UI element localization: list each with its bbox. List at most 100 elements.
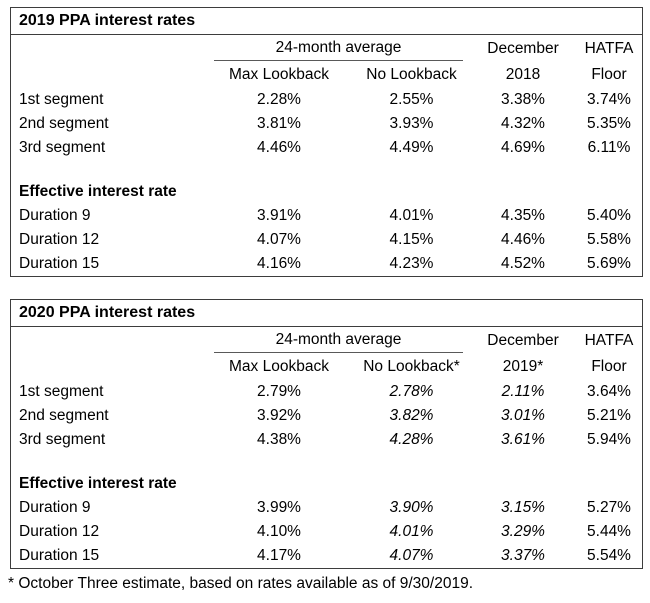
section-header-effective-interest-rate: Effective interest rate: [19, 475, 177, 492]
row-label: Duration 12: [19, 231, 100, 248]
rate-cell-estimate: 4.28%: [389, 431, 434, 448]
column-header-max-lookback: Max Lookback: [229, 65, 329, 83]
row-label: Duration 12: [19, 523, 100, 540]
rate-cell: 4.01%: [389, 207, 434, 224]
rate-cell: 4.15%: [389, 231, 434, 248]
column-header-hatfa: HATFA: [584, 40, 634, 57]
column-header-max-lookback: Max Lookback: [229, 357, 329, 375]
rate-cell: 5.21%: [587, 407, 631, 424]
rate-cell-estimate: 3.15%: [501, 499, 545, 516]
rate-cell: 4.07%: [257, 231, 301, 248]
table-row-3rd-segment: 3rd segment 4.46% 4.49% 4.69% 6.11%: [11, 136, 641, 160]
table-row-1st-segment: 1st segment 2.79% 2.78% 2.11% 3.64%: [11, 380, 641, 404]
header-row-group: 24-month average December HATFA: [11, 327, 641, 353]
rate-cell: 4.69%: [501, 139, 545, 156]
ppa-2019-table: 2019 PPA interest rates 24-month average…: [10, 7, 643, 277]
rate-cell-estimate: 3.82%: [389, 407, 434, 424]
rate-cell: 5.27%: [587, 499, 631, 516]
rate-cell: 5.69%: [587, 255, 631, 272]
table-row-2nd-segment: 2nd segment 3.81% 3.93% 4.32% 5.35%: [11, 112, 641, 136]
row-label: 2nd segment: [19, 407, 109, 424]
table-row-1st-segment: 1st segment 2.28% 2.55% 3.38% 3.74%: [11, 88, 641, 112]
section-header-row: Effective interest rate: [11, 180, 641, 204]
rate-cell: 5.40%: [587, 207, 631, 224]
rate-cell: 3.92%: [257, 407, 301, 424]
rate-cell: 3.91%: [257, 207, 301, 224]
rate-cell-estimate: 3.29%: [501, 523, 545, 540]
rate-cell: 4.10%: [257, 523, 301, 540]
rate-cell: 3.38%: [501, 91, 545, 108]
column-header-december: December: [487, 40, 559, 57]
rate-cell: 4.46%: [257, 139, 301, 156]
table-row-2nd-segment: 2nd segment 3.92% 3.82% 3.01% 5.21%: [11, 404, 641, 428]
header-row-sub: Max Lookback No Lookback* 2019* Floor: [11, 353, 641, 380]
column-header-december: December: [487, 332, 559, 349]
rate-cell-estimate: 2.11%: [501, 383, 545, 400]
empty-cell: [11, 160, 641, 180]
column-header-no-lookback: No Lookback: [366, 65, 457, 83]
group-header-cell: 24-month average: [204, 327, 469, 353]
rate-cell: 2.28%: [257, 91, 301, 108]
table-row-duration-15: Duration 15 4.16% 4.23% 4.52% 5.69%: [11, 252, 641, 276]
rate-cell: 4.23%: [389, 255, 434, 272]
rate-cell: 4.46%: [501, 231, 545, 248]
spacer-row: [11, 452, 641, 472]
rate-cell: 5.44%: [587, 523, 631, 540]
ppa-2020-table: 2020 PPA interest rates 24-month average…: [10, 299, 643, 569]
column-header-hatfa-floor: Floor: [591, 357, 627, 375]
table-row-duration-12: Duration 12 4.10% 4.01% 3.29% 5.44%: [11, 520, 641, 544]
rate-cell-estimate: 3.01%: [501, 407, 545, 424]
empty-cell: [11, 35, 204, 61]
rate-cell: 3.64%: [587, 383, 631, 400]
row-label: 3rd segment: [19, 139, 106, 156]
rate-cell: 4.49%: [389, 139, 434, 156]
rate-cell-estimate: 4.07%: [389, 547, 434, 564]
rate-cell: 5.58%: [587, 231, 631, 248]
table-title-2020: 2020 PPA interest rates: [11, 300, 642, 327]
rate-cell: 4.35%: [501, 207, 545, 224]
row-label: Duration 15: [19, 547, 100, 564]
rate-cell-estimate: 4.01%: [389, 523, 434, 540]
rate-cell: 5.35%: [587, 115, 631, 132]
rate-cell: 5.94%: [587, 431, 631, 448]
column-header-hatfa-floor: Floor: [591, 65, 627, 83]
rate-cell: 5.54%: [587, 547, 631, 564]
row-label: 1st segment: [19, 91, 104, 108]
column-header-no-lookback: No Lookback*: [363, 357, 460, 375]
rates-table-2020: 24-month average December HATFA Max Look…: [11, 327, 641, 568]
footnote: * October Three estimate, based on rates…: [8, 575, 473, 592]
empty-cell: [11, 452, 641, 472]
rate-cell: 3.74%: [587, 91, 631, 108]
header-row-sub: Max Lookback No Lookback 2018 Floor: [11, 61, 641, 88]
rate-cell-estimate: 2.78%: [389, 383, 434, 400]
rate-cell: 3.81%: [257, 115, 301, 132]
empty-cell: [11, 353, 204, 380]
row-label: 1st segment: [19, 383, 104, 400]
section-header-effective-interest-rate: Effective interest rate: [19, 183, 177, 200]
table-row-duration-15: Duration 15 4.17% 4.07% 3.37% 5.54%: [11, 544, 641, 568]
rate-cell-estimate: 3.37%: [501, 547, 545, 564]
rate-cell: 3.99%: [257, 499, 301, 516]
rate-cell: 2.79%: [257, 383, 301, 400]
header-row-group: 24-month average December HATFA: [11, 35, 641, 61]
row-label: 2nd segment: [19, 115, 109, 132]
rate-cell: 4.52%: [501, 255, 545, 272]
table-row-duration-9: Duration 9 3.91% 4.01% 4.35% 5.40%: [11, 204, 641, 228]
row-label: Duration 9: [19, 207, 91, 224]
column-header-december-year: 2018: [505, 65, 541, 83]
rate-cell-estimate: 3.90%: [389, 499, 434, 516]
rates-table-2019: 24-month average December HATFA Max Look…: [11, 35, 641, 276]
rate-cell: 4.16%: [257, 255, 301, 272]
rate-cell: 2.55%: [389, 91, 434, 108]
group-header-24-month-average: 24-month average: [214, 330, 463, 353]
tables-gap: [10, 277, 643, 299]
rate-cell: 3.93%: [389, 115, 434, 132]
table-row-duration-12: Duration 12 4.07% 4.15% 4.46% 5.58%: [11, 228, 641, 252]
column-header-hatfa: HATFA: [584, 332, 634, 349]
empty-cell: [11, 327, 204, 353]
group-header-cell: 24-month average: [204, 35, 469, 61]
table-row-duration-9: Duration 9 3.99% 3.90% 3.15% 5.27%: [11, 496, 641, 520]
rate-cell: 4.38%: [257, 431, 301, 448]
row-label: Duration 15: [19, 255, 100, 272]
